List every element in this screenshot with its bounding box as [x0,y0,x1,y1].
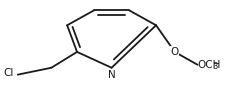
Text: Cl: Cl [3,68,14,78]
Text: 3: 3 [211,62,216,71]
Text: O: O [170,47,178,57]
Text: N: N [107,70,115,80]
Text: OCH: OCH [197,60,220,70]
